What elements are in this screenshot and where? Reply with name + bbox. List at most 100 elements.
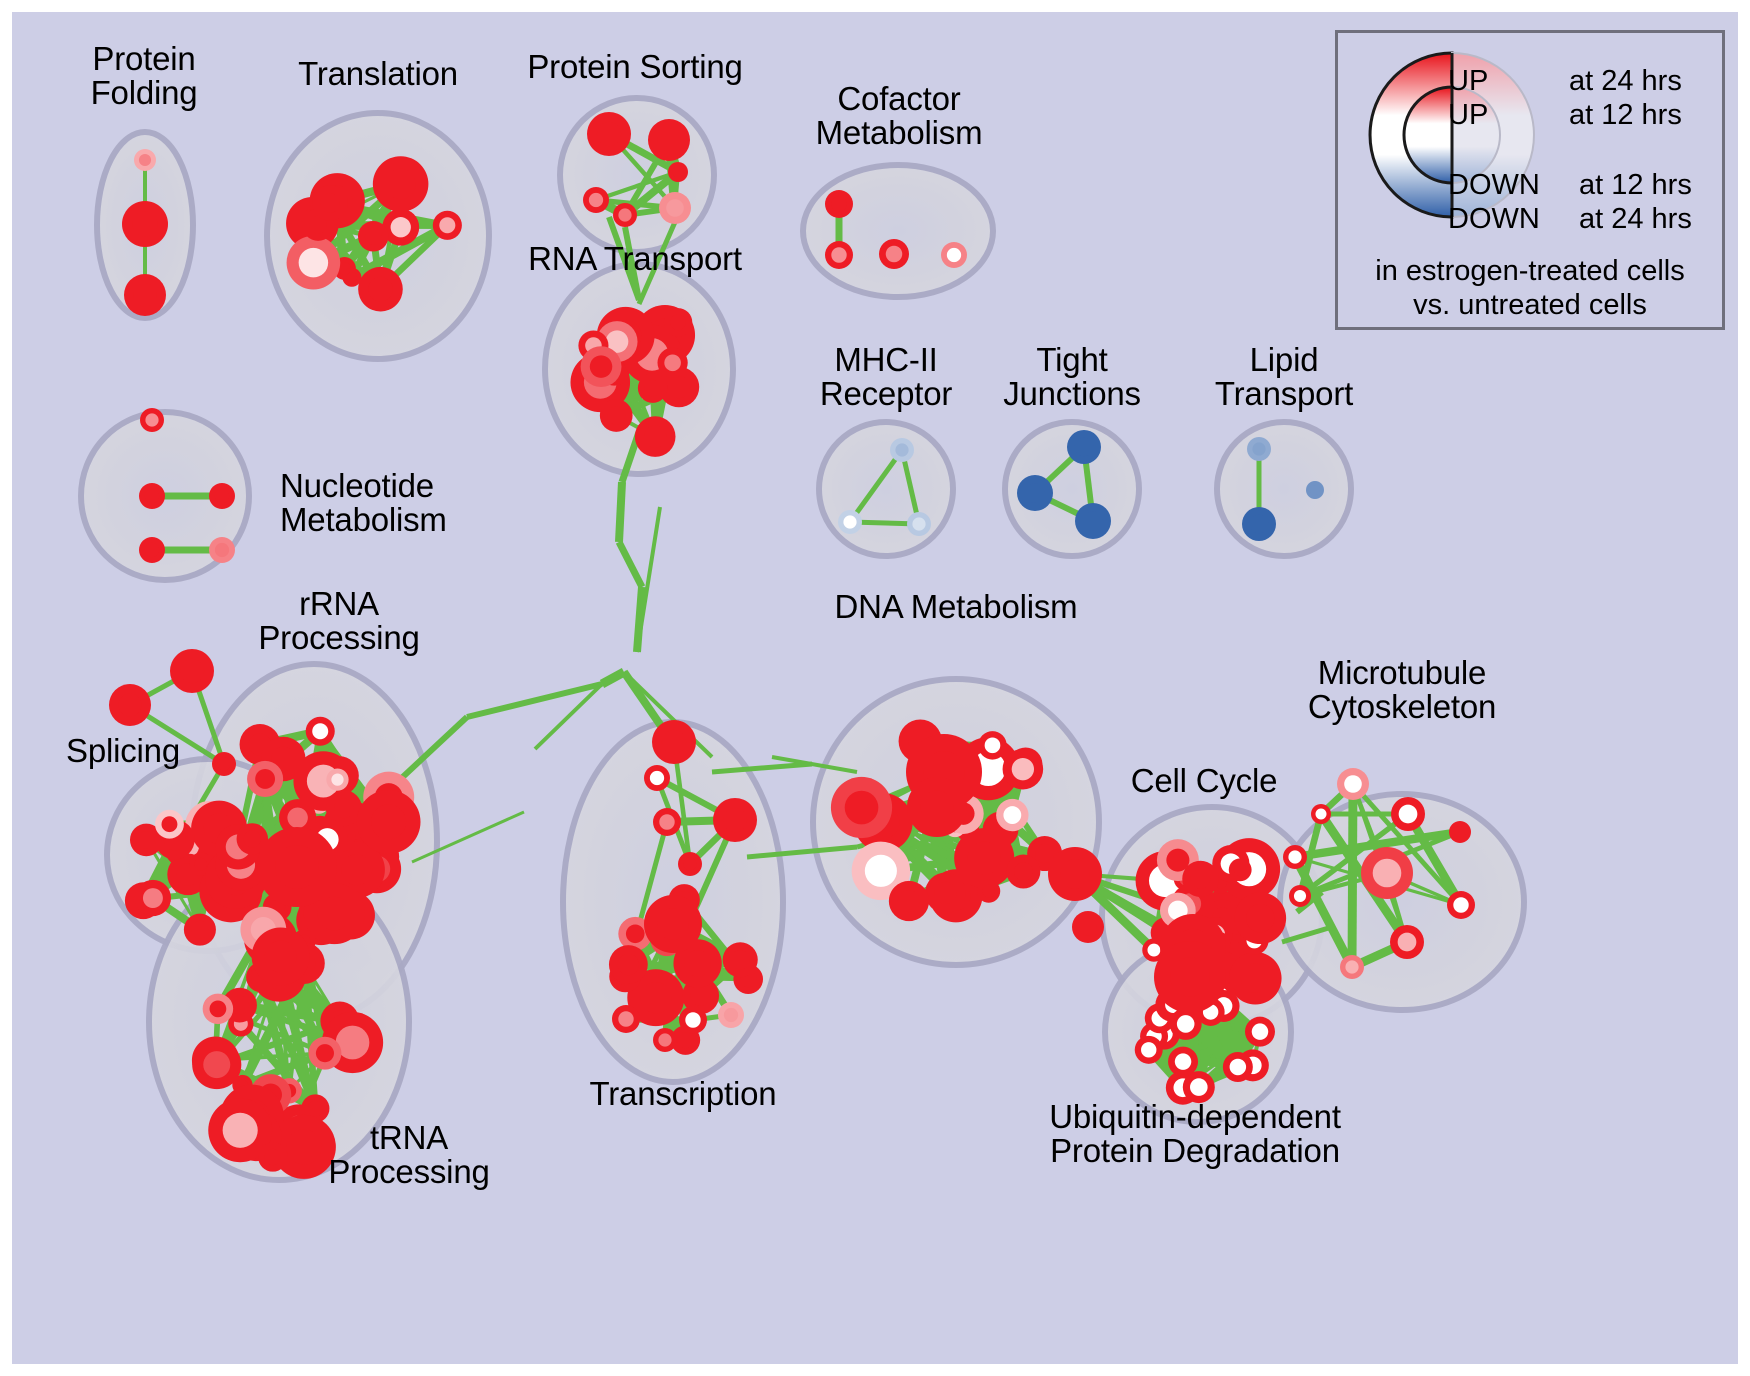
network-edge [636, 220, 678, 306]
network-node [109, 684, 151, 726]
network-node [308, 1036, 342, 1070]
network-node [1242, 507, 1276, 541]
network-node [652, 720, 696, 764]
network-node [325, 790, 363, 827]
network-node [627, 969, 685, 1027]
network-edge [349, 221, 450, 281]
network-node [1048, 847, 1102, 901]
network-edge [1351, 782, 1463, 907]
network-node [1142, 938, 1166, 962]
network-node [978, 731, 1007, 760]
cluster-label-protein-folding: Protein Folding [90, 40, 198, 112]
network-edge [466, 681, 603, 720]
network-node [357, 221, 389, 252]
legend-time-3: at 24 hrs [1579, 203, 1692, 235]
network-node [722, 942, 758, 978]
network-node [587, 112, 631, 156]
network-node [1391, 797, 1425, 831]
network-node [648, 119, 690, 161]
legend-time-2: at 12 hrs [1579, 169, 1692, 201]
legend-time-0: at 24 hrs [1569, 65, 1682, 97]
network-edge [595, 169, 679, 203]
network-node [257, 827, 337, 907]
network-edge [533, 682, 604, 751]
network-edge [389, 714, 470, 790]
network-node [925, 872, 966, 914]
network-edge [622, 226, 642, 301]
cluster-label-lipid-transport: Lipid Transport [1214, 341, 1354, 413]
network-node [1283, 845, 1307, 869]
network-node [663, 308, 693, 337]
network-node [279, 799, 317, 837]
network-node [1337, 768, 1369, 800]
network-node [134, 879, 172, 917]
network-node [139, 483, 165, 509]
network-edge [1294, 827, 1461, 862]
network-node [890, 438, 914, 462]
network-node [208, 1098, 273, 1163]
network-edge [1298, 811, 1410, 899]
network-node [1182, 1071, 1215, 1104]
network-node [236, 823, 269, 855]
cluster-ellipse-lipid-transport [1214, 419, 1354, 559]
network-node [1390, 925, 1424, 959]
network-node [825, 241, 853, 269]
network-node [718, 1002, 744, 1028]
network-node [1247, 437, 1271, 461]
cluster-label-trna-processing: tRNA Processing [328, 1119, 490, 1191]
cluster-label-cell-cycle: Cell Cycle [1130, 762, 1278, 799]
network-edge [615, 540, 646, 589]
legend-state-2: DOWN [1448, 169, 1540, 201]
network-node [825, 190, 853, 218]
network-node [271, 1114, 336, 1179]
network-graph [78, 95, 1527, 1183]
network-node [1169, 1007, 1202, 1040]
network-edge [599, 668, 627, 688]
network-node [1075, 503, 1111, 539]
network-canvas: Protein Folding Translation Protein Sorting… [12, 12, 1738, 1364]
cluster-ellipse-protein-sorting [557, 95, 717, 255]
network-node [1154, 941, 1226, 1013]
legend-ring-diagram [1368, 51, 1535, 219]
network-node [830, 776, 893, 839]
network-node [183, 913, 216, 946]
network-node [1311, 804, 1331, 824]
network-edge [899, 449, 922, 525]
network-node [140, 408, 164, 432]
network-node [124, 274, 166, 316]
network-node [879, 239, 909, 269]
node-layer [109, 112, 1475, 1179]
network-node [326, 768, 349, 791]
network-edge [622, 670, 714, 759]
network-node [1228, 858, 1252, 882]
cluster-ellipse-mhc-ii-receptor [816, 419, 956, 559]
network-node [1306, 481, 1324, 499]
network-node [1244, 1016, 1275, 1047]
network-node [1072, 911, 1104, 943]
network-node [432, 210, 462, 240]
network-edge [1404, 811, 1465, 908]
cluster-label-rrna-processing: rRNA Processing [258, 585, 420, 657]
network-node [170, 649, 214, 693]
network-node [1449, 821, 1471, 843]
network-node [888, 880, 930, 922]
cluster-label-nucleotide-metabolism: Nucleotide Metabolism [280, 467, 447, 539]
network-node [312, 185, 348, 221]
legend-box: UP at 24 hrs UP at 12 hrs DOWN at 12 hrs… [1335, 30, 1725, 330]
network-node [139, 537, 165, 563]
network-node [258, 1142, 288, 1172]
network-node [1289, 885, 1311, 907]
network-edge [1295, 889, 1324, 915]
network-node [583, 187, 609, 213]
network-node [644, 765, 670, 791]
network-node [954, 828, 1015, 889]
network-edge [1281, 924, 1333, 945]
network-node [657, 347, 688, 378]
network-node [129, 823, 163, 857]
network-node [1002, 748, 1044, 790]
network-node [1228, 951, 1282, 1005]
network-node [1006, 854, 1041, 889]
network-node [851, 841, 911, 901]
network-node [1361, 847, 1413, 899]
